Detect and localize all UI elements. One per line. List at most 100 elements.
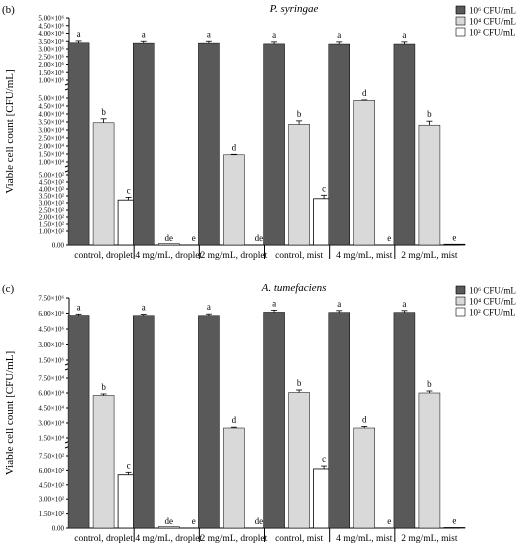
panel-label: (b) bbox=[2, 4, 15, 16]
significance-letter: a bbox=[272, 298, 276, 308]
y-tick-label: 1.50×10⁶ bbox=[38, 357, 64, 365]
y-tick-label: 6.00×10⁶ bbox=[38, 310, 64, 318]
bar-series-0 bbox=[67, 42, 90, 246]
significance-letter: c bbox=[127, 185, 131, 195]
y-tick-label: 1.00×10⁶ bbox=[38, 77, 64, 85]
y-tick-label: 1.00×10⁴ bbox=[38, 159, 64, 167]
significance-letter: a bbox=[402, 30, 406, 40]
legend-label: 10⁴ CFU/mL bbox=[469, 297, 516, 307]
bar-series-1 bbox=[158, 526, 180, 529]
legend-swatch bbox=[455, 296, 466, 306]
bar-series-0 bbox=[198, 315, 220, 529]
y-tick-label: 3.00×10⁶ bbox=[38, 46, 64, 54]
significance-letter: d bbox=[362, 415, 367, 425]
chart-title: A. tumefaciens bbox=[261, 282, 327, 294]
chart-panel: (c) A. tumefaciens Viable cell count [CFU/… bbox=[2, 282, 516, 544]
bar-series-0 bbox=[328, 312, 350, 529]
bar-series-1 bbox=[223, 154, 245, 246]
significance-letter: b bbox=[427, 109, 432, 119]
bar-series-1 bbox=[288, 392, 310, 529]
y-tick-label: 1.50×10² bbox=[39, 510, 64, 518]
y-tick-label: 0.00 bbox=[52, 242, 65, 250]
y-tick-label: 7.50×10⁴ bbox=[38, 375, 64, 383]
y-axis-label: Viable cell count [CFU/mL] bbox=[4, 351, 16, 475]
significance-letter: d bbox=[232, 415, 237, 425]
legend-label: 10⁴ CFU/mL bbox=[469, 17, 516, 27]
y-tick-label: 3.00×10⁶ bbox=[38, 341, 64, 349]
y-tick-label: 4.50×10² bbox=[39, 179, 64, 187]
bar-series-2 bbox=[443, 243, 466, 246]
legend-label: 10² CFU/mL bbox=[469, 28, 515, 38]
bar-series-0 bbox=[67, 315, 90, 529]
significance-letter: de bbox=[165, 516, 174, 526]
significance-letter: a bbox=[337, 299, 341, 309]
significance-letter: b bbox=[297, 109, 302, 119]
bar-series-0 bbox=[133, 315, 155, 529]
significance-letter: de bbox=[165, 233, 174, 243]
x-tick-label: control, mist bbox=[275, 534, 323, 544]
y-tick-label: 2.00×10⁴ bbox=[38, 143, 64, 151]
significance-letter: b bbox=[101, 382, 106, 392]
x-tick-label: 4 mg/mL, droplet bbox=[135, 534, 202, 544]
bar-series-1 bbox=[288, 124, 310, 246]
y-tick-label: 3.00×10² bbox=[39, 200, 64, 208]
x-tick-label: 2 mg/mL, mist bbox=[401, 251, 458, 261]
y-tick-label: 3.00×10⁴ bbox=[38, 127, 64, 135]
y-tick-label: 3.50×10⁶ bbox=[38, 38, 64, 46]
x-tick-label: 2 mg/mL, droplet bbox=[201, 534, 268, 544]
significance-letter: a bbox=[142, 303, 146, 313]
bar-series-1 bbox=[418, 124, 441, 246]
significance-letter: a bbox=[142, 29, 146, 39]
legend-swatch bbox=[455, 307, 466, 317]
y-tick-label: 6.00×10⁴ bbox=[38, 390, 64, 398]
legend-label: 10² CFU/mL bbox=[469, 308, 515, 318]
significance-letter: e bbox=[192, 233, 196, 243]
y-tick-label: 4.50×10⁶ bbox=[38, 22, 64, 30]
x-tick-label: 2 mg/mL, mist bbox=[401, 534, 458, 544]
bar-series-0 bbox=[133, 42, 155, 246]
y-axis: 1.00×10⁶1.50×10⁶2.00×10⁶2.50×10⁶3.00×10⁶… bbox=[38, 15, 74, 250]
y-tick-label: 2.50×10² bbox=[39, 207, 64, 215]
significance-letter: e bbox=[192, 516, 196, 526]
x-tick-label: control, droplet bbox=[74, 534, 133, 544]
y-tick-label: 1.00×10² bbox=[39, 228, 64, 236]
significance-letter: a bbox=[207, 29, 211, 39]
significance-letter: a bbox=[77, 302, 81, 312]
bar-series-1 bbox=[353, 100, 375, 246]
significance-letter: a bbox=[77, 29, 81, 39]
bar-series-1 bbox=[418, 392, 441, 529]
x-tick-label: 2 mg/mL, droplet bbox=[201, 251, 268, 261]
x-tick-label: 4 mg/mL, mist bbox=[336, 534, 393, 544]
significance-letter: a bbox=[207, 302, 211, 312]
y-tick-label: 4.00×10⁶ bbox=[38, 30, 64, 38]
y-tick-label: 4.50×10² bbox=[39, 481, 64, 489]
significance-letter: b bbox=[297, 378, 302, 388]
x-tick-label: control, droplet bbox=[74, 251, 133, 261]
significance-letter: de bbox=[255, 516, 264, 526]
bar-series-1 bbox=[92, 122, 115, 246]
significance-letter: c bbox=[322, 183, 326, 193]
y-tick-label: 4.00×10⁴ bbox=[38, 111, 64, 119]
y-tick-label: 3.50×10² bbox=[39, 193, 64, 201]
significance-letter: b bbox=[427, 379, 432, 389]
significance-letter: a bbox=[337, 30, 341, 40]
bar-series-1 bbox=[353, 427, 375, 529]
legend-swatch bbox=[455, 27, 466, 37]
significance-letter: de bbox=[255, 233, 264, 243]
chart-title: P. syringae bbox=[269, 3, 319, 15]
bar-series-1 bbox=[158, 243, 180, 246]
bar-series-0 bbox=[263, 43, 285, 246]
bar-series-1 bbox=[223, 427, 245, 529]
y-tick-label: 3.00×10⁴ bbox=[38, 420, 64, 428]
legend-swatch bbox=[455, 285, 466, 295]
significance-letter: c bbox=[127, 460, 131, 470]
y-axis: 1.50×10⁶ 3.00×10⁶ 4.50×10⁶ 6.00×10⁶ 7.50×10⁶… bbox=[38, 295, 74, 533]
significance-letter: e bbox=[387, 233, 391, 243]
y-tick-label: 7.50×10⁶ bbox=[38, 295, 64, 303]
bar-series-1 bbox=[92, 395, 115, 529]
significance-letter: d bbox=[362, 88, 367, 98]
y-axis-label: Viable cell count [CFU/mL] bbox=[4, 69, 16, 193]
y-tick-label: 4.50×10⁶ bbox=[38, 326, 64, 334]
y-tick-label: 4.50×10⁴ bbox=[38, 405, 64, 413]
